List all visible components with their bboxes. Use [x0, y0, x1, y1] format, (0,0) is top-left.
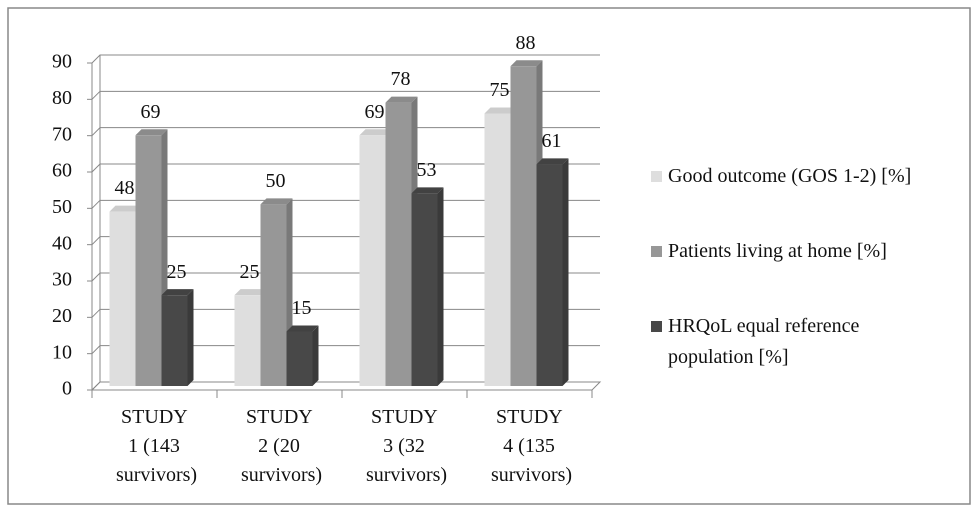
bar-top [135, 129, 168, 136]
bar-front [510, 66, 537, 387]
bar-front [536, 164, 563, 386]
bar-top [260, 198, 293, 205]
bar [161, 289, 194, 386]
value-label: 53 [417, 159, 437, 181]
bar-front [411, 193, 438, 386]
grid-line [91, 163, 600, 173]
bar-front [135, 135, 162, 386]
x-tick-label: STUDY 3 (32 survivors) [366, 406, 447, 486]
bar-top [109, 205, 142, 212]
bar-top [484, 107, 517, 114]
bar-front [109, 211, 136, 386]
legend-item: Good outcome (GOS 1-2) [%] [651, 161, 918, 192]
bar-front [484, 113, 511, 386]
value-label: 88 [516, 32, 536, 54]
value-label: 61 [542, 130, 562, 152]
value-label: 25 [240, 261, 260, 283]
bar-top [385, 96, 418, 103]
bar-top [510, 60, 543, 67]
y-tick-label: 50 [52, 196, 72, 218]
bar [536, 158, 569, 386]
x-tick-label: STUDY 4 (135 survivors) [491, 406, 572, 486]
legend-item: Patients living at home [%] [651, 236, 918, 267]
y-tick-label: 80 [52, 87, 72, 109]
legend-label: Patients living at home [%] [668, 240, 887, 262]
y-tick-label: 40 [52, 232, 72, 254]
x-tick-label: STUDY 1 (143 survivors) [116, 406, 197, 486]
y-tick-label: 20 [52, 305, 72, 327]
legend-item: HRQoL equal reference population [%] [651, 311, 918, 373]
bar-front [385, 102, 412, 386]
bar-top [536, 158, 569, 165]
bar-top [359, 129, 392, 136]
bar-front [234, 295, 261, 386]
y-tick-label: 30 [52, 269, 72, 291]
grid-line [91, 127, 600, 137]
value-label: 75 [490, 79, 510, 101]
bar-side [437, 187, 444, 386]
bar-front [161, 295, 188, 386]
value-label: 15 [292, 297, 312, 319]
legend-label: HRQoL equal reference population [%] [668, 315, 860, 368]
value-label: 78 [391, 68, 411, 90]
bar-side [187, 289, 194, 386]
bar-top [286, 325, 319, 332]
legend-swatch [651, 171, 662, 182]
value-label: 25 [167, 261, 187, 283]
grid-line [91, 90, 600, 100]
bar-top [161, 289, 194, 296]
bar-top [234, 289, 267, 296]
y-tick-label: 10 [52, 341, 72, 363]
y-tick-label: 0 [62, 378, 72, 400]
bar-side [312, 325, 319, 386]
bar-front [260, 204, 287, 386]
bar-front [359, 135, 386, 386]
bar [411, 187, 444, 386]
legend-swatch [651, 321, 662, 332]
y-tick-label: 60 [52, 160, 72, 182]
legend-swatch [651, 246, 662, 257]
bar [385, 96, 418, 386]
value-label: 50 [266, 170, 286, 192]
bar [286, 325, 319, 386]
grid-line [91, 54, 600, 64]
bar-front [286, 331, 313, 386]
y-tick-label: 70 [52, 123, 72, 145]
y-tick-label: 90 [52, 51, 72, 73]
value-label: 48 [115, 177, 135, 199]
x-tick-label: STUDY 2 (20 survivors) [241, 406, 322, 486]
value-label: 69 [141, 101, 161, 123]
bar-side [562, 158, 569, 386]
legend-label: Good outcome (GOS 1-2) [%] [668, 165, 912, 187]
value-label: 69 [365, 101, 385, 123]
bar-top [411, 187, 444, 194]
